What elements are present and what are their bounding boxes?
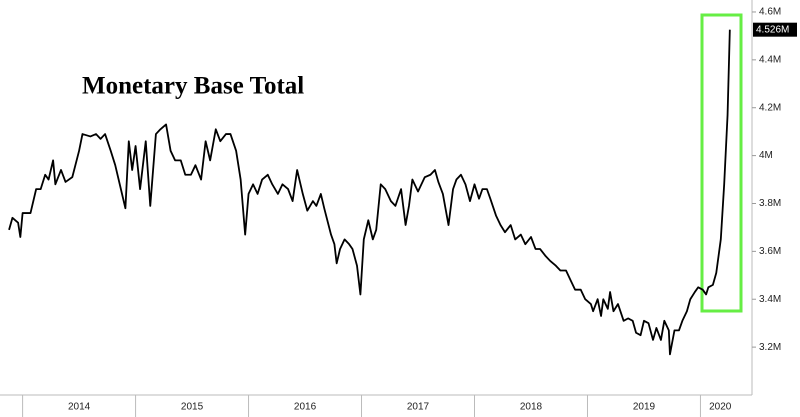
value-label: 4.526M <box>756 24 789 35</box>
x-tick-label: 2016 <box>294 402 317 413</box>
chart-title: Monetary Base Total <box>82 73 304 100</box>
y-tick-label: 3.6M <box>759 246 781 257</box>
y-tick-label: 3.2M <box>759 342 781 353</box>
y-tick-label: 4M <box>759 150 773 161</box>
x-tick-label: 2019 <box>633 402 656 413</box>
value-label-box <box>753 22 797 37</box>
x-tick-label: 2018 <box>520 402 543 413</box>
y-tick-label: 4.2M <box>759 102 781 113</box>
x-tick-label: 2020 <box>709 402 732 413</box>
highlight-box <box>700 13 743 313</box>
y-tick-label: 4.4M <box>759 54 781 65</box>
x-tick-label: 2017 <box>407 402 430 413</box>
line <box>8 29 731 356</box>
x-tick-label: 2015 <box>181 402 204 413</box>
x-tick-label: 2014 <box>68 402 91 413</box>
y-tick-label: 3.4M <box>759 294 781 305</box>
y-tick-label: 4.6M <box>759 7 781 18</box>
y-tick-label: 3.8M <box>759 198 781 209</box>
